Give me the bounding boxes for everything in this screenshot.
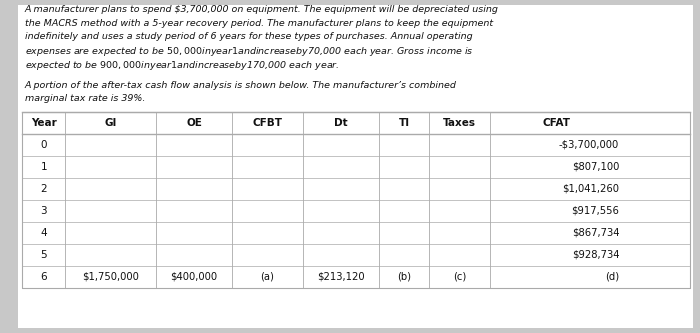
Text: $867,734: $867,734 bbox=[572, 227, 620, 237]
Bar bbox=[22, 112, 690, 287]
Text: CFAT: CFAT bbox=[542, 118, 570, 128]
Text: indefinitely and uses a study period of 6 years for these types of purchases. An: indefinitely and uses a study period of … bbox=[25, 32, 472, 41]
Text: -$3,700,000: -$3,700,000 bbox=[559, 140, 620, 150]
Text: Taxes: Taxes bbox=[443, 118, 476, 128]
Text: A manufacturer plans to spend $3,700,000 on equipment. The equipment will be dep: A manufacturer plans to spend $3,700,000… bbox=[25, 5, 499, 14]
Text: 4: 4 bbox=[41, 227, 47, 237]
Text: GI: GI bbox=[104, 118, 117, 128]
Text: (d): (d) bbox=[605, 271, 620, 281]
Text: (c): (c) bbox=[453, 271, 466, 281]
Text: $1,041,260: $1,041,260 bbox=[562, 183, 620, 193]
Text: Dt: Dt bbox=[334, 118, 348, 128]
Text: $213,120: $213,120 bbox=[317, 271, 365, 281]
Text: $1,750,000: $1,750,000 bbox=[82, 271, 139, 281]
Text: $807,100: $807,100 bbox=[572, 162, 620, 171]
Text: (b): (b) bbox=[398, 271, 412, 281]
Text: 3: 3 bbox=[41, 205, 47, 215]
Text: expected to be $900,000 in year 1 and increase by $170,000 each year.: expected to be $900,000 in year 1 and in… bbox=[25, 59, 340, 72]
Text: 6: 6 bbox=[41, 271, 47, 281]
Text: 2: 2 bbox=[41, 183, 47, 193]
Text: marginal tax rate is 39%.: marginal tax rate is 39%. bbox=[25, 94, 146, 103]
Text: $917,556: $917,556 bbox=[571, 205, 620, 215]
Text: A portion of the after-tax cash flow analysis is shown below. The manufacturer’s: A portion of the after-tax cash flow ana… bbox=[25, 81, 457, 90]
Text: $928,734: $928,734 bbox=[572, 249, 620, 259]
Text: $400,000: $400,000 bbox=[170, 271, 218, 281]
Text: Year: Year bbox=[31, 118, 57, 128]
Text: the MACRS method with a 5-year recovery period. The manufacturer plans to keep t: the MACRS method with a 5-year recovery … bbox=[25, 19, 493, 28]
Text: 1: 1 bbox=[41, 162, 47, 171]
Text: CFBT: CFBT bbox=[253, 118, 283, 128]
Text: 0: 0 bbox=[41, 140, 47, 150]
Text: OE: OE bbox=[186, 118, 202, 128]
Text: (a): (a) bbox=[260, 271, 274, 281]
Text: expenses are expected to be $50,000 in year 1 and increase by $70,000 each year.: expenses are expected to be $50,000 in y… bbox=[25, 46, 474, 59]
Text: TI: TI bbox=[399, 118, 410, 128]
Text: 5: 5 bbox=[41, 249, 47, 259]
